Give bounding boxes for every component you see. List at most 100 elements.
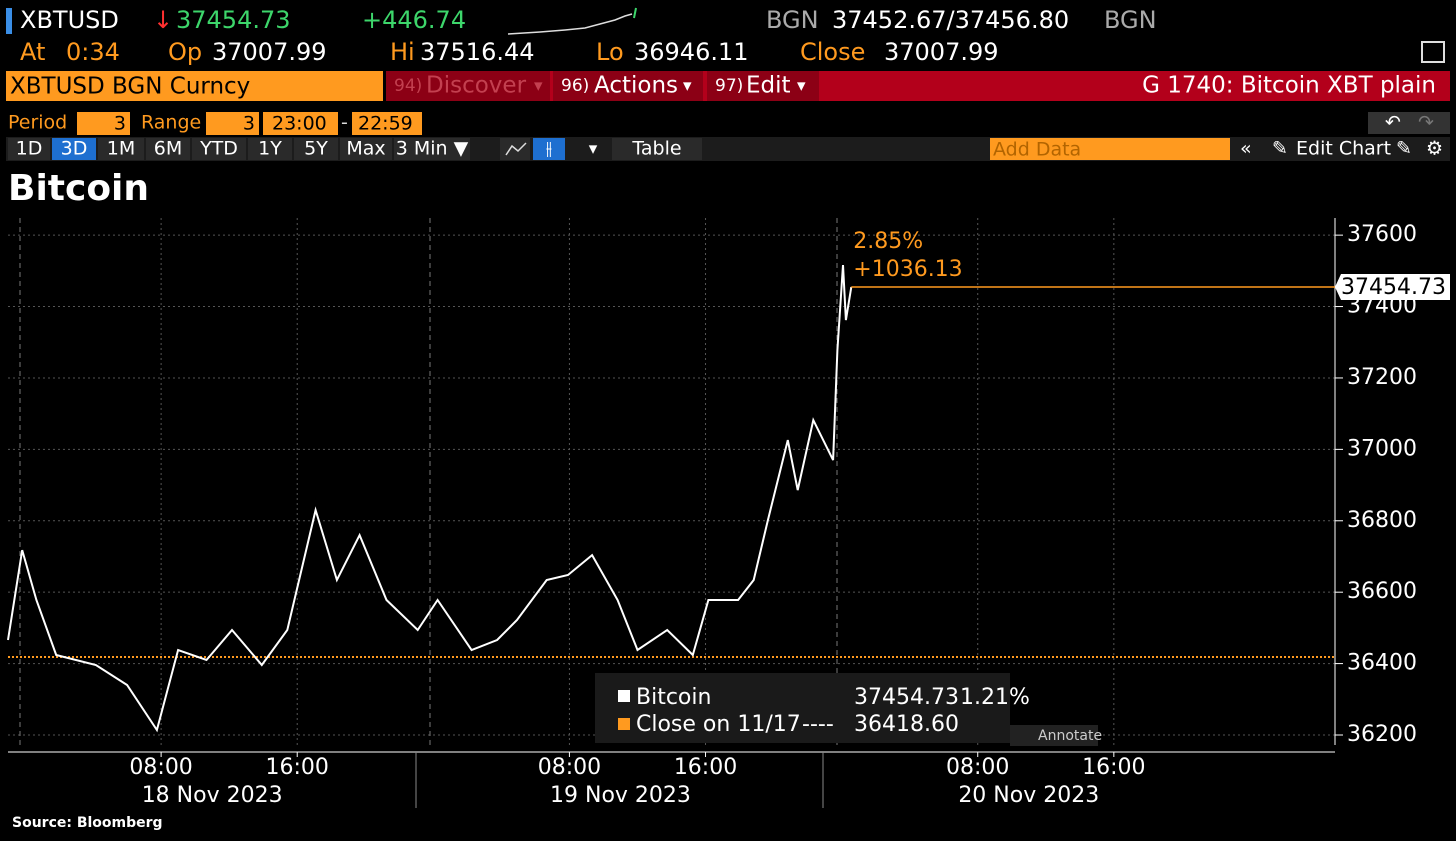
range-button[interactable] [52, 138, 96, 160]
ticker: XBTUSD [20, 6, 119, 34]
price-line [7, 265, 853, 733]
open: 37007.99 [212, 38, 327, 66]
source: BGN [766, 6, 819, 34]
last-price: 37454.73 [176, 6, 291, 34]
high: 37516.44 [420, 38, 535, 66]
legend-swatch [618, 718, 630, 730]
line-icon [505, 142, 527, 156]
edit-chart[interactable]: Edit Chart [1296, 138, 1391, 160]
menu-item[interactable] [707, 71, 819, 101]
legend-name: Bitcoin [636, 685, 711, 710]
caret: ▾ [683, 76, 692, 96]
down-arrow: ↓ [153, 6, 173, 34]
low-label: Lo [596, 38, 624, 66]
input[interactable] [77, 112, 130, 135]
close-label: Close [800, 38, 865, 66]
range-button[interactable] [340, 138, 392, 160]
range-buttons: 1D 3D 1M 6M YTD 1Y 5Y Max 3 Min ▼ [8, 138, 470, 160]
range-label: Range [141, 112, 201, 134]
popout-icon[interactable] [1421, 41, 1445, 63]
input[interactable] [352, 112, 422, 135]
source-note: Source: Bloomberg [12, 815, 163, 831]
caret: ▾ [589, 139, 598, 159]
x-tick-label: 08:00 [946, 755, 1009, 780]
y-tick-label: 37600 [1347, 222, 1417, 247]
collapse[interactable]: « [1240, 138, 1252, 160]
menu-label: Actions [594, 73, 678, 99]
input[interactable] [206, 112, 259, 135]
menu-item[interactable] [553, 71, 703, 101]
security-box[interactable] [6, 71, 383, 101]
low: 36946.11 [634, 38, 749, 66]
edit-icon[interactable]: ✎ [1396, 138, 1412, 160]
day-label: 19 Nov 2023 [550, 783, 691, 808]
x-tick-label: 16:00 [674, 755, 737, 780]
legend-close: 36418.60 [854, 712, 959, 737]
last-price-label: 37454.73 [1341, 275, 1446, 300]
y-tick-label: 36800 [1347, 508, 1417, 533]
legend-name: Close on 11/17 [636, 712, 801, 737]
close: 37007.99 [884, 38, 999, 66]
annotate: Annotate [1038, 728, 1102, 744]
range-label: 6M [154, 138, 182, 160]
input[interactable] [263, 112, 338, 135]
y-tick-label: 36400 [1347, 651, 1417, 676]
undo-redo[interactable] [1368, 112, 1450, 134]
open-label: Op [168, 38, 202, 66]
function-title: G 1740: Bitcoin XBT plain [1142, 73, 1436, 99]
legend-change: 1.21% [960, 685, 1030, 710]
legend-swatch [618, 690, 630, 702]
x-tick-label: 08:00 [129, 755, 192, 780]
range-button[interactable] [294, 138, 338, 160]
y-tick-label: 37000 [1347, 436, 1417, 461]
period-label: Period [8, 112, 67, 134]
bar-icon: ⫲ [546, 138, 552, 160]
range-label: 1D [16, 138, 43, 160]
annotation-pct: 2.85% [853, 229, 923, 254]
y-tick-label: 37200 [1347, 365, 1417, 390]
redo: ↷ [1418, 112, 1434, 134]
table-button[interactable] [612, 138, 702, 160]
sparkline [507, 13, 633, 35]
add-data-input[interactable] [990, 138, 1230, 160]
day-label: 20 Nov 2023 [958, 783, 1099, 808]
dash: - [341, 112, 348, 134]
annotation-abs: +1036.13 [853, 257, 962, 282]
settings[interactable]: ⚙ [1426, 138, 1443, 160]
annotate-button[interactable] [1010, 725, 1098, 746]
range-button[interactable] [8, 138, 50, 160]
high-label: Hi [390, 38, 415, 66]
day-label: 18 Nov 2023 [142, 783, 283, 808]
pencil: ✎ [1272, 138, 1288, 160]
bar-button[interactable] [533, 138, 565, 160]
range-button[interactable] [146, 138, 190, 160]
menu-label: Edit [746, 73, 791, 99]
y-tick-label: 36200 [1347, 722, 1417, 747]
legend-last: 37454.73 [854, 685, 959, 710]
period: 3 [114, 113, 126, 135]
range: 3 [243, 113, 255, 135]
range-label: 1Y [258, 138, 282, 160]
range-label: 3 Min ▼ [396, 138, 469, 160]
legend-box [595, 673, 1010, 743]
x-tick-label: 16:00 [266, 755, 329, 780]
caret: ▾ [534, 76, 543, 96]
y-tick-label: 36600 [1347, 579, 1417, 604]
undo: ↶ [1385, 112, 1401, 134]
legend-dashes: ---- [802, 712, 834, 737]
range-button[interactable] [192, 138, 246, 160]
range-label: 5Y [304, 138, 328, 160]
menu-num: 94) [394, 76, 422, 96]
caret: ▾ [797, 76, 806, 96]
add-data: Add Data [993, 139, 1081, 161]
range-button[interactable] [98, 138, 144, 160]
bid-ask: 37452.67/37456.80 [832, 6, 1069, 34]
ticker-marker [6, 8, 12, 34]
range-button[interactable] [394, 138, 470, 160]
menu-num: 96) [561, 76, 589, 96]
menu-item[interactable] [386, 71, 550, 101]
range-label: Max [346, 138, 385, 160]
end-time: 22:59 [358, 113, 413, 135]
range-button[interactable] [248, 138, 292, 160]
